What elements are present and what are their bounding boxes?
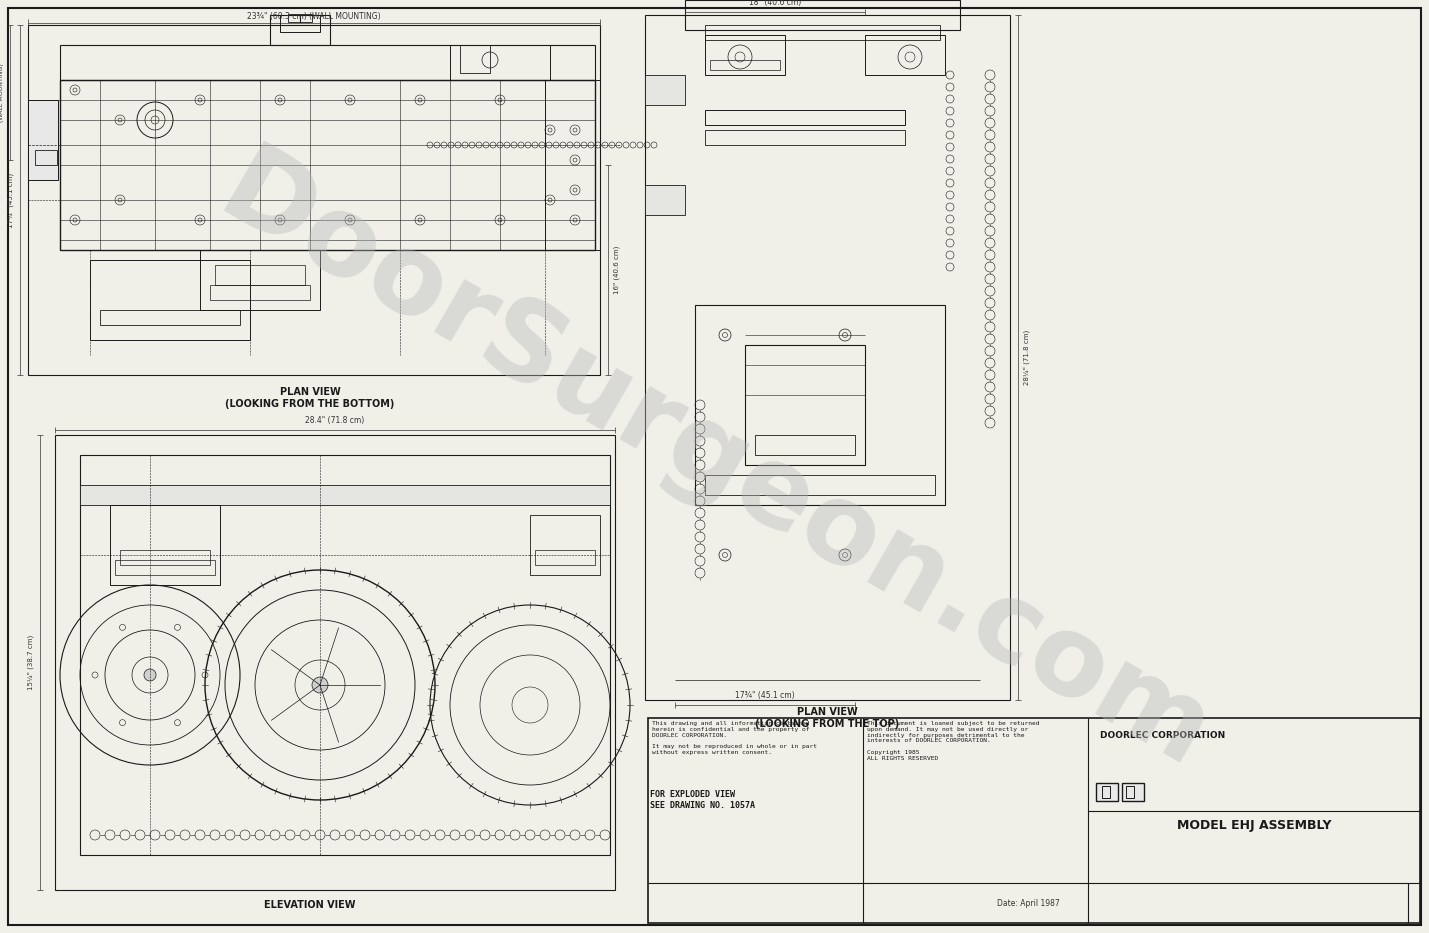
Bar: [534, 550, 594, 565]
Text: 7½" (20.0 cm)
(WALL MOUNTING): 7½" (20.0 cm) (WALL MOUNTING): [0, 63, 4, 122]
Bar: [644, 185, 684, 215]
Bar: [704, 110, 905, 125]
Bar: [34, 150, 57, 165]
Bar: [270, 15, 330, 45]
Text: MODEL EHJ ASSEMBLY: MODEL EHJ ASSEMBLY: [1176, 819, 1332, 832]
Text: DoorSurgeon.com: DoorSurgeon.com: [200, 139, 1228, 793]
Bar: [100, 310, 240, 325]
Text: 28¼" (71.8 cm): 28¼" (71.8 cm): [1025, 330, 1030, 385]
Circle shape: [144, 669, 156, 681]
Bar: [704, 130, 905, 145]
Text: 17¾" (45.1 cm): 17¾" (45.1 cm): [735, 691, 795, 700]
Text: Date: April 1987: Date: April 1987: [996, 898, 1059, 908]
Bar: [80, 455, 610, 855]
Bar: [60, 45, 594, 80]
Bar: [289, 14, 312, 22]
Bar: [90, 260, 250, 340]
Bar: [530, 515, 600, 575]
Circle shape: [312, 677, 329, 693]
Bar: [60, 80, 594, 250]
Bar: [694, 305, 945, 505]
Bar: [1122, 783, 1145, 801]
Bar: [544, 80, 600, 250]
Text: 15¼" (38.7 cm): 15¼" (38.7 cm): [27, 634, 34, 690]
Bar: [280, 15, 320, 32]
Text: 18" (40.6 cm): 18" (40.6 cm): [749, 0, 802, 7]
Bar: [755, 435, 855, 455]
Bar: [1102, 786, 1110, 798]
Bar: [200, 250, 320, 310]
Text: 16" (40.6 cm): 16" (40.6 cm): [614, 245, 620, 294]
Bar: [110, 505, 220, 585]
Bar: [114, 560, 214, 575]
Text: 17¾" (45.1 cm): 17¾" (45.1 cm): [7, 173, 14, 228]
Text: FOR EXPLODED VIEW
SEE DRAWING NO. 1057A: FOR EXPLODED VIEW SEE DRAWING NO. 1057A: [650, 790, 755, 810]
Bar: [704, 25, 940, 40]
Bar: [80, 485, 610, 505]
Bar: [214, 265, 304, 285]
Text: ELEVATION VIEW: ELEVATION VIEW: [264, 900, 356, 910]
Text: This document is loaned subject to be returned
upon demand. It may not be used d: This document is loaned subject to be re…: [867, 721, 1039, 760]
Bar: [120, 550, 210, 565]
Text: DOORLEC CORPORATION: DOORLEC CORPORATION: [1100, 731, 1226, 741]
Bar: [704, 35, 785, 75]
Text: PLAN VIEW
(LOOKING FROM THE TOP): PLAN VIEW (LOOKING FROM THE TOP): [756, 707, 900, 729]
Bar: [644, 15, 1010, 700]
Bar: [647, 718, 1420, 923]
Bar: [710, 60, 780, 70]
Bar: [54, 435, 614, 890]
Text: 23¾" (60.3 cm) (WALL MOUNTING): 23¾" (60.3 cm) (WALL MOUNTING): [247, 11, 380, 21]
Bar: [704, 475, 935, 495]
Bar: [684, 0, 960, 30]
Bar: [29, 100, 59, 180]
Bar: [29, 25, 600, 375]
Bar: [1126, 786, 1135, 798]
Bar: [865, 35, 945, 75]
Text: 28.4" (71.8 cm): 28.4" (71.8 cm): [306, 416, 364, 425]
Bar: [1096, 783, 1117, 801]
Bar: [450, 45, 550, 80]
Text: PLAN VIEW
(LOOKING FROM THE BOTTOM): PLAN VIEW (LOOKING FROM THE BOTTOM): [226, 387, 394, 409]
Bar: [644, 75, 684, 105]
Text: This drawing and all information contained
herein is confidential and the proper: This drawing and all information contain…: [652, 721, 817, 755]
Bar: [210, 285, 310, 300]
Bar: [460, 45, 490, 73]
Bar: [745, 345, 865, 465]
